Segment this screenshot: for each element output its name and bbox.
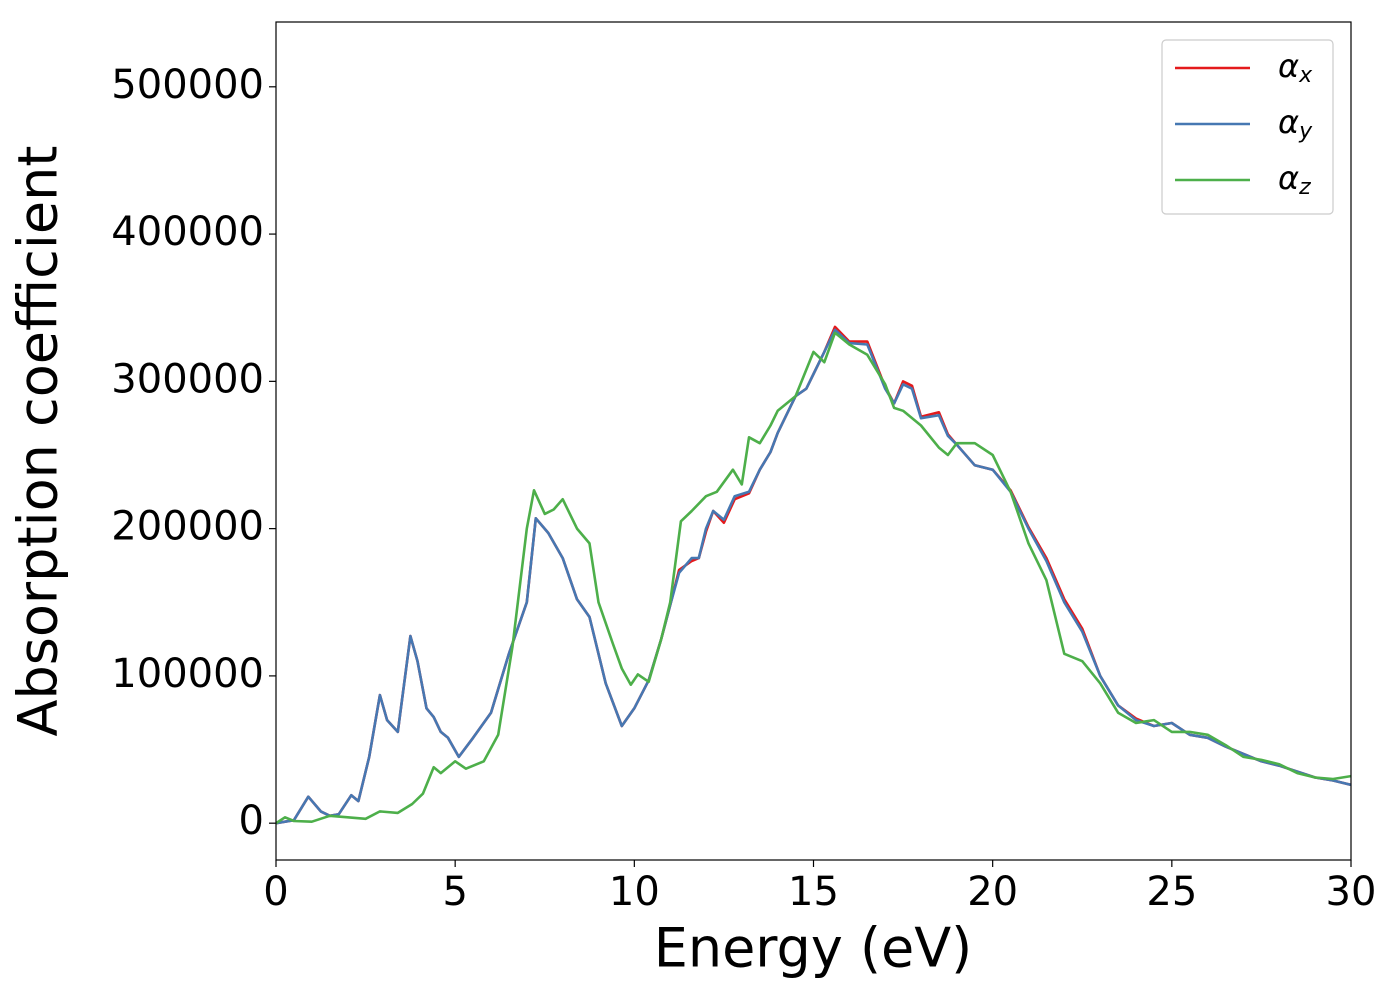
- legend-label: αz: [1278, 159, 1311, 200]
- y-tick-label: 0: [239, 798, 264, 844]
- series-line: [276, 325, 1351, 825]
- x-tick-label: 25: [1146, 869, 1197, 915]
- y-tick-label: 500000: [111, 62, 264, 108]
- series-line: [276, 328, 1351, 825]
- y-tick-label: 100000: [111, 651, 264, 697]
- x-tick-label: 15: [788, 869, 839, 915]
- plot-lines: [276, 325, 1351, 825]
- x-tick-label: 20: [967, 869, 1018, 915]
- y-axis-label: Absorption coefficient: [7, 146, 70, 737]
- x-axis-label: Energy (eV): [654, 917, 973, 980]
- series-line: [276, 331, 1351, 825]
- x-tick-label: 30: [1326, 869, 1377, 915]
- x-tick-label: 10: [609, 869, 660, 915]
- legend-box: [1161, 39, 1334, 215]
- y-tick-label: 400000: [111, 209, 264, 255]
- legend-label: αx: [1278, 47, 1313, 88]
- y-tick-label: 200000: [111, 504, 264, 550]
- x-tick-label: 5: [442, 869, 467, 915]
- y-tick-label: 300000: [111, 356, 264, 402]
- legend-label: αy: [1278, 103, 1313, 144]
- x-tick-label: 0: [263, 869, 288, 915]
- plot-frame: [275, 21, 1352, 861]
